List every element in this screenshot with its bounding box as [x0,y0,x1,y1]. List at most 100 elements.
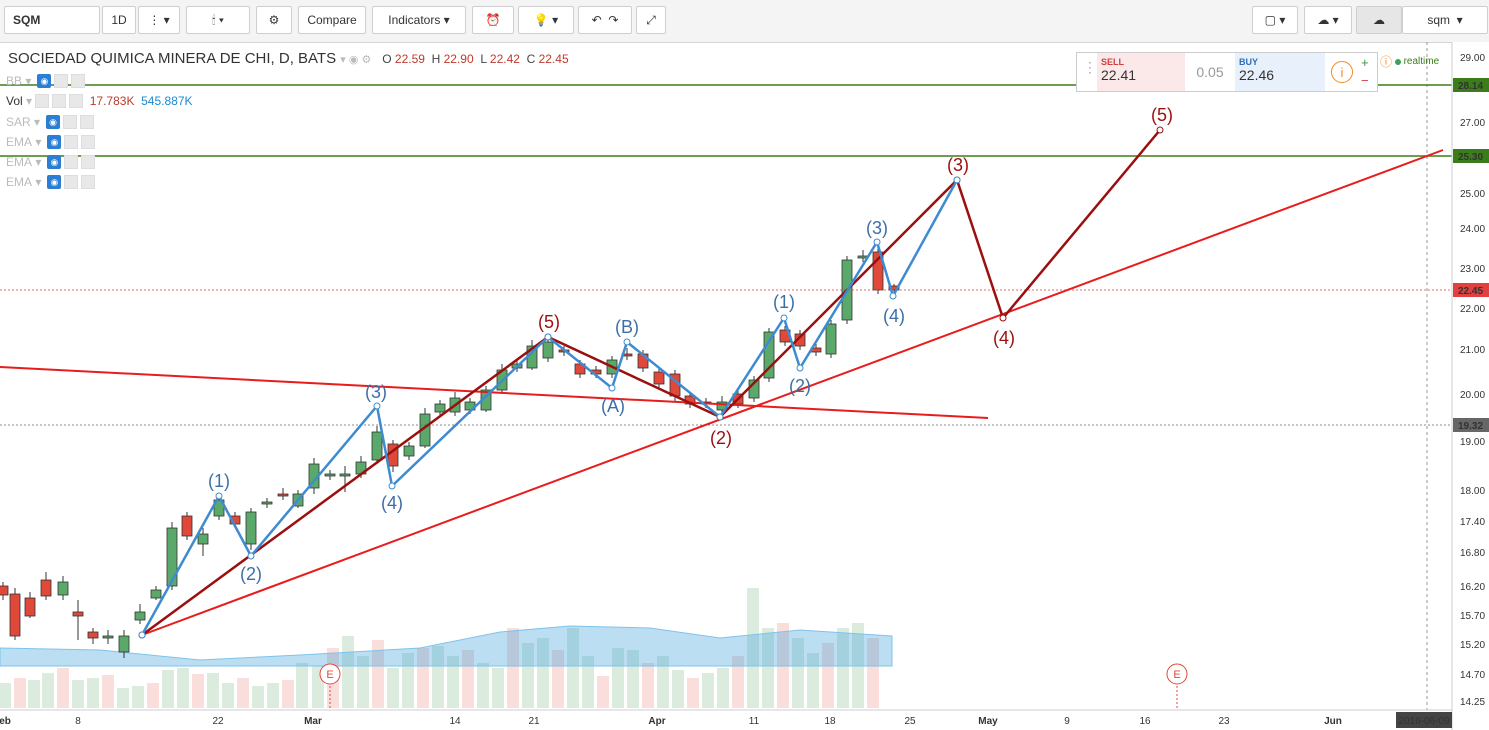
ideas-button[interactable]: 💡 ▾ [518,6,574,34]
undo-redo-group[interactable]: ↶ ↷ [578,6,632,34]
indicator-ema-1[interactable]: EMA ▾ ◉ [6,135,96,149]
secondary-wave-label: (2) [789,376,811,396]
candle-up [763,331,775,379]
primary-wave-label: (5) [1151,105,1173,125]
layout-name-button[interactable]: sqm ▾ [1402,6,1488,34]
volume-bar [357,656,369,708]
interval-button[interactable]: 1D [102,6,136,34]
fullscreen-icon: ⤢ [646,12,656,27]
close-icon[interactable] [80,115,95,129]
time-tick-label: 21 [528,716,540,727]
save-layout-button[interactable]: ☁ [1356,6,1402,34]
eye-icon[interactable]: ◉ [37,74,52,88]
volume-bar [537,638,549,708]
time-tick-label: 18 [824,716,836,727]
alert-button[interactable]: ⏰ [472,6,514,34]
price-tick-label: 23.00 [1460,264,1485,275]
secondary-wave-label: (3) [866,218,888,238]
settings-button[interactable]: ⚙ [256,6,292,34]
time-tick-label: 14 [449,716,461,727]
eye-icon[interactable] [35,94,50,108]
wave-point [608,384,616,392]
alarm-clock-icon: ⏰ [485,13,501,27]
indicators-button[interactable]: Indicators ▾ [372,6,466,34]
close-icon[interactable] [81,155,96,169]
settings-icon[interactable] [64,155,79,169]
price-chart[interactable]: E E (5) (2) (3) (4) (5) (1) (2) (3) (4) (A) (B) (1) (… [0,42,1489,730]
plus-icon[interactable]: + [1361,55,1369,70]
minus-icon[interactable]: − [1361,73,1369,88]
time-cursor-bg [1396,712,1452,728]
time-tick-label: 11 [749,716,760,727]
indicator-sar[interactable]: SAR ▾ ◉ [6,115,95,129]
time-tick-label: 8 [75,716,81,727]
volume-bar [627,650,639,708]
wave-point [623,338,631,346]
chart-style-button[interactable]: 🕯 ▾ [186,6,250,34]
indicator-bb[interactable]: BB ▾ ◉ [6,74,86,88]
buy-button[interactable]: BUY 22.46 [1235,53,1325,91]
volume-bar [372,640,384,708]
spread-value: 0.05 [1196,64,1224,80]
indicator-ema-2[interactable]: EMA ▾ ◉ [6,155,96,169]
indicator-vol[interactable]: Vol ▾ 17.783K 545.887K [6,94,193,108]
info-icon[interactable]: i [1331,61,1353,83]
eye-icon[interactable]: ◉ [46,115,61,129]
price-marker-bg [1453,149,1489,163]
volume-bar [117,688,129,708]
volume-bar [207,673,219,708]
indicator-ema-3[interactable]: EMA ▾ ◉ [6,175,96,189]
candle-up [371,431,383,461]
indicator-name: EMA [6,175,33,189]
volume-bar [822,643,834,708]
cloud-upload-icon: ☁ [1373,13,1385,27]
eye-icon[interactable]: ◉ [47,155,62,169]
close-icon[interactable] [81,175,96,189]
candle-up [197,533,209,545]
candle-down [24,597,36,617]
settings-icon[interactable] [64,135,79,149]
layout-button[interactable]: ▢ ▾ [1252,6,1298,34]
volume-bar [417,648,429,708]
volume-bar [567,628,579,708]
price-marker-bg [1453,418,1489,432]
symbol-search-input[interactable]: SQM [4,6,100,34]
price-tick-label: 25.00 [1460,189,1485,200]
candle-up [542,341,554,359]
volume-bar [222,683,234,708]
volume-bar [507,628,519,708]
fullscreen-button[interactable]: ⤢ [636,6,666,34]
close-icon[interactable] [81,135,96,149]
undo-icon[interactable]: ↶ [591,13,602,27]
eye-icon[interactable]: ◉ [47,135,62,149]
gear-icon: ⚙ [268,13,280,27]
interval-label: 1D [111,13,127,27]
settings-icon[interactable] [64,175,79,189]
close-icon[interactable] [69,94,84,108]
time-tick-label: Feb [0,716,11,727]
more-dots-icon: ⋮ ▾ [148,13,170,27]
vol-value-1: 17.783K [89,94,135,108]
sell-price: 22.41 [1101,67,1137,83]
indicator-name: SAR [6,115,31,129]
redo-icon[interactable]: ↷ [608,13,619,27]
close-icon[interactable] [71,74,86,88]
candle-down [794,333,806,347]
interval-menu-button[interactable]: ⋮ ▾ [138,6,180,34]
trendline-2 [141,149,1444,636]
volume-bar [237,678,249,708]
square-icon: ▢ ▾ [1264,13,1286,27]
volume-bar [702,673,714,708]
eye-icon[interactable]: ◉ [47,175,62,189]
volume-bar [462,650,474,708]
settings-icon[interactable] [54,74,69,88]
secondary-wave-label: (4) [381,493,403,513]
settings-icon[interactable] [52,94,67,108]
settings-icon[interactable] [63,115,78,129]
load-layout-button[interactable]: ☁ ▾ [1304,6,1352,34]
sell-button[interactable]: SELL 22.41 [1097,53,1185,91]
volume-bar [672,670,684,708]
compare-button[interactable]: Compare [298,6,366,34]
wave-point [388,482,396,490]
wave-point [544,333,552,341]
